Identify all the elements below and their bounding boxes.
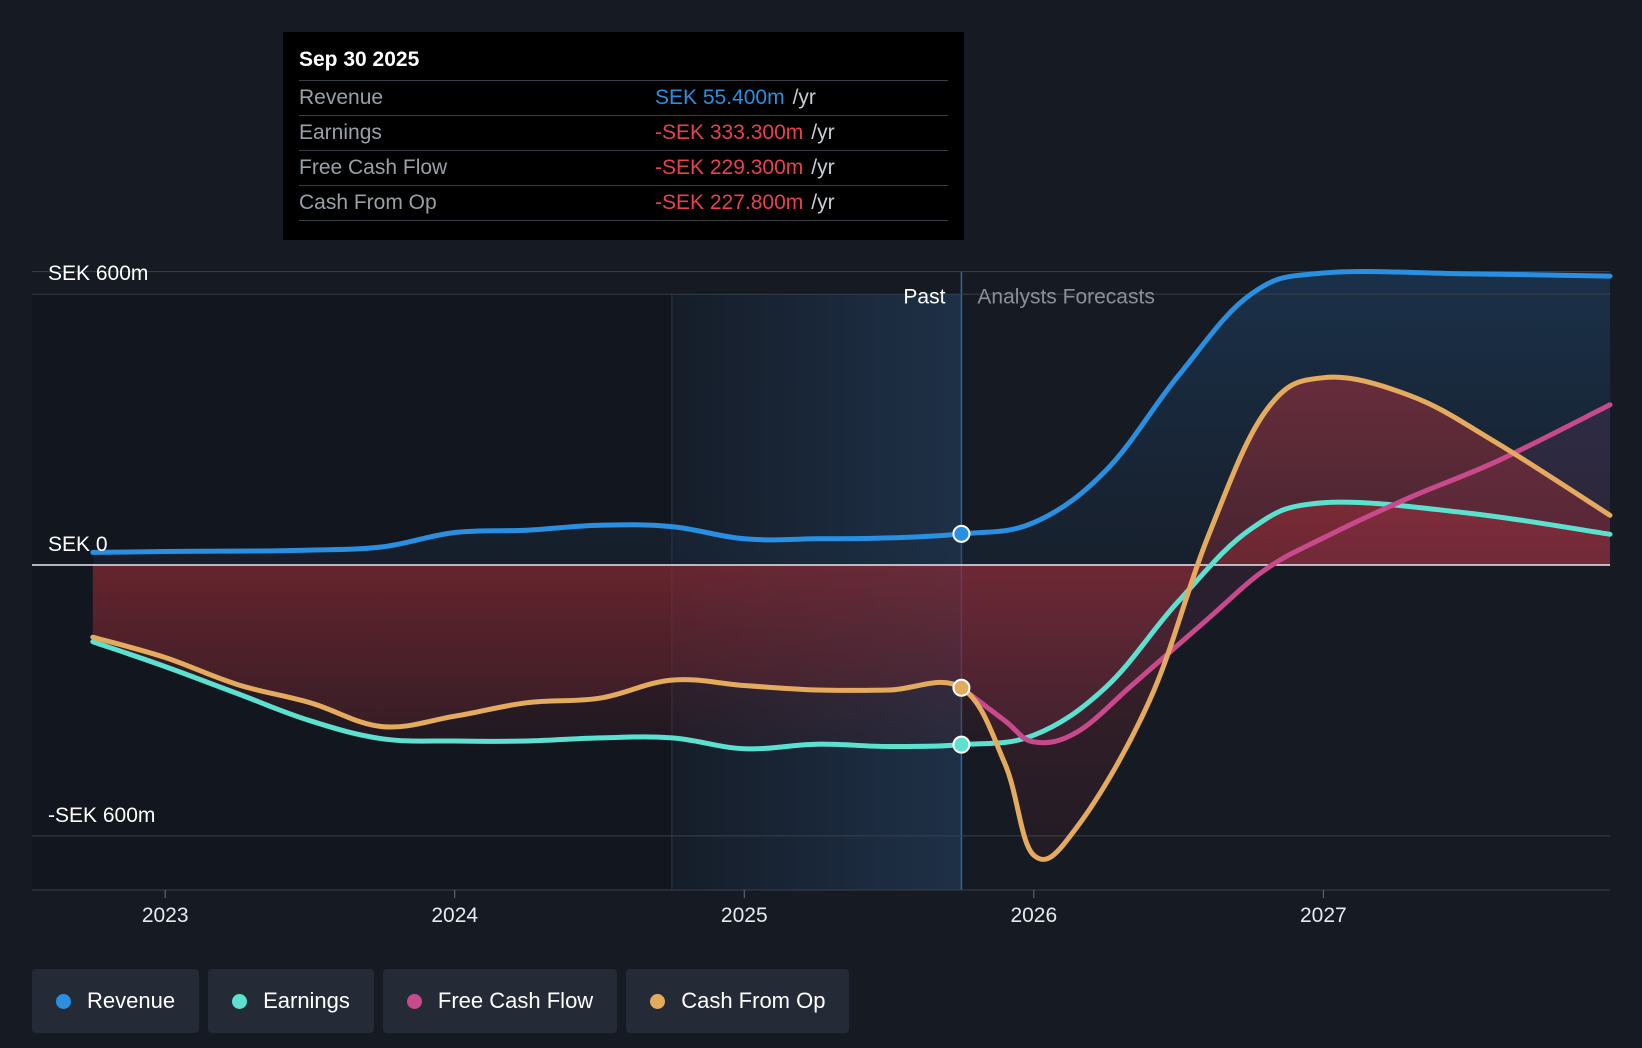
tooltip-row-unit: /yr xyxy=(811,121,835,144)
legend-item-earnings[interactable]: Earnings xyxy=(208,969,374,1033)
tooltip-row-label: Free Cash Flow xyxy=(299,156,448,179)
tooltip-row: Free Cash Flow -SEK 229.300m/yr xyxy=(299,151,948,186)
tooltip-row: Revenue SEK 55.400m/yr xyxy=(299,81,948,116)
tooltip-row-value: -SEK 229.300m xyxy=(655,156,804,179)
series-line-revenue xyxy=(90,268,1613,555)
tooltip: Sep 30 2025 Revenue SEK 55.400m/yr Earning… xyxy=(283,32,964,240)
tooltip-row-label: Earnings xyxy=(299,121,382,144)
legend-item-revenue[interactable]: Revenue xyxy=(32,969,200,1033)
tooltip-row-value: -SEK 333.300m xyxy=(655,121,804,144)
marker-revenue xyxy=(952,524,971,543)
tooltip-row: Cash From Op -SEK 227.800m/yr xyxy=(299,186,948,221)
x-tick-label-2027: 2027 xyxy=(1300,904,1347,927)
y-tick-label-0: SEK 0 xyxy=(48,533,108,556)
x-tick-label-2025: 2025 xyxy=(721,904,768,927)
legend-label: Free Cash Flow xyxy=(437,988,594,1013)
x-tick-label-2024: 2024 xyxy=(431,904,478,927)
tooltip-row-label: Cash From Op xyxy=(299,191,437,214)
series-line-free-cash-flow xyxy=(958,402,1613,746)
legend-label: Revenue xyxy=(87,988,176,1013)
tooltip-row-label: Revenue xyxy=(299,86,384,109)
series-line-earnings xyxy=(90,499,1613,752)
tooltip-row-unit: /yr xyxy=(792,86,816,109)
tooltip-row-unit: /yr xyxy=(811,191,835,214)
y-tick-label-600: SEK 600m xyxy=(48,262,148,285)
legend-label: Cash From Op xyxy=(681,988,826,1013)
label-layer: 2023 2024 2025 2026 2027 SEK 600m SEK 0 -SEK 60… xyxy=(48,262,1347,927)
forecast-label: Analysts Forecasts xyxy=(977,286,1154,309)
past-label: Past xyxy=(903,286,945,309)
legend-dot-icon xyxy=(56,993,71,1009)
legend-dot-icon xyxy=(406,993,422,1009)
legend-item-free-cash-flow[interactable]: Free Cash Flow xyxy=(382,969,618,1033)
legend-dot-icon xyxy=(650,993,666,1009)
legend-item-cash-from-op[interactable]: Cash From Op xyxy=(626,969,850,1033)
tooltip-row-unit: /yr xyxy=(811,156,835,179)
legend-label: Earnings xyxy=(263,988,350,1013)
legend-dot-icon xyxy=(232,993,248,1009)
x-tick-label-2026: 2026 xyxy=(1010,904,1057,927)
tooltip-row: Earnings -SEK 333.300m/yr xyxy=(299,116,948,151)
marker-earnings xyxy=(952,735,971,754)
area-cash-from-op xyxy=(92,377,1610,860)
marker-layer xyxy=(952,524,971,754)
tooltip-date: Sep 30 2025 xyxy=(299,46,948,81)
marker-cash-from-op xyxy=(952,678,971,697)
area-layer xyxy=(92,271,1610,860)
tooltip-row-value: SEK 55.400m xyxy=(655,86,785,109)
tooltip-row-value: -SEK 227.800m xyxy=(655,191,804,214)
x-tick-label-2023: 2023 xyxy=(142,904,189,927)
legend: Revenue Earnings Free Cash Flow Cash From O… xyxy=(32,969,850,1033)
y-tick-label--600: -SEK 600m xyxy=(48,804,155,827)
